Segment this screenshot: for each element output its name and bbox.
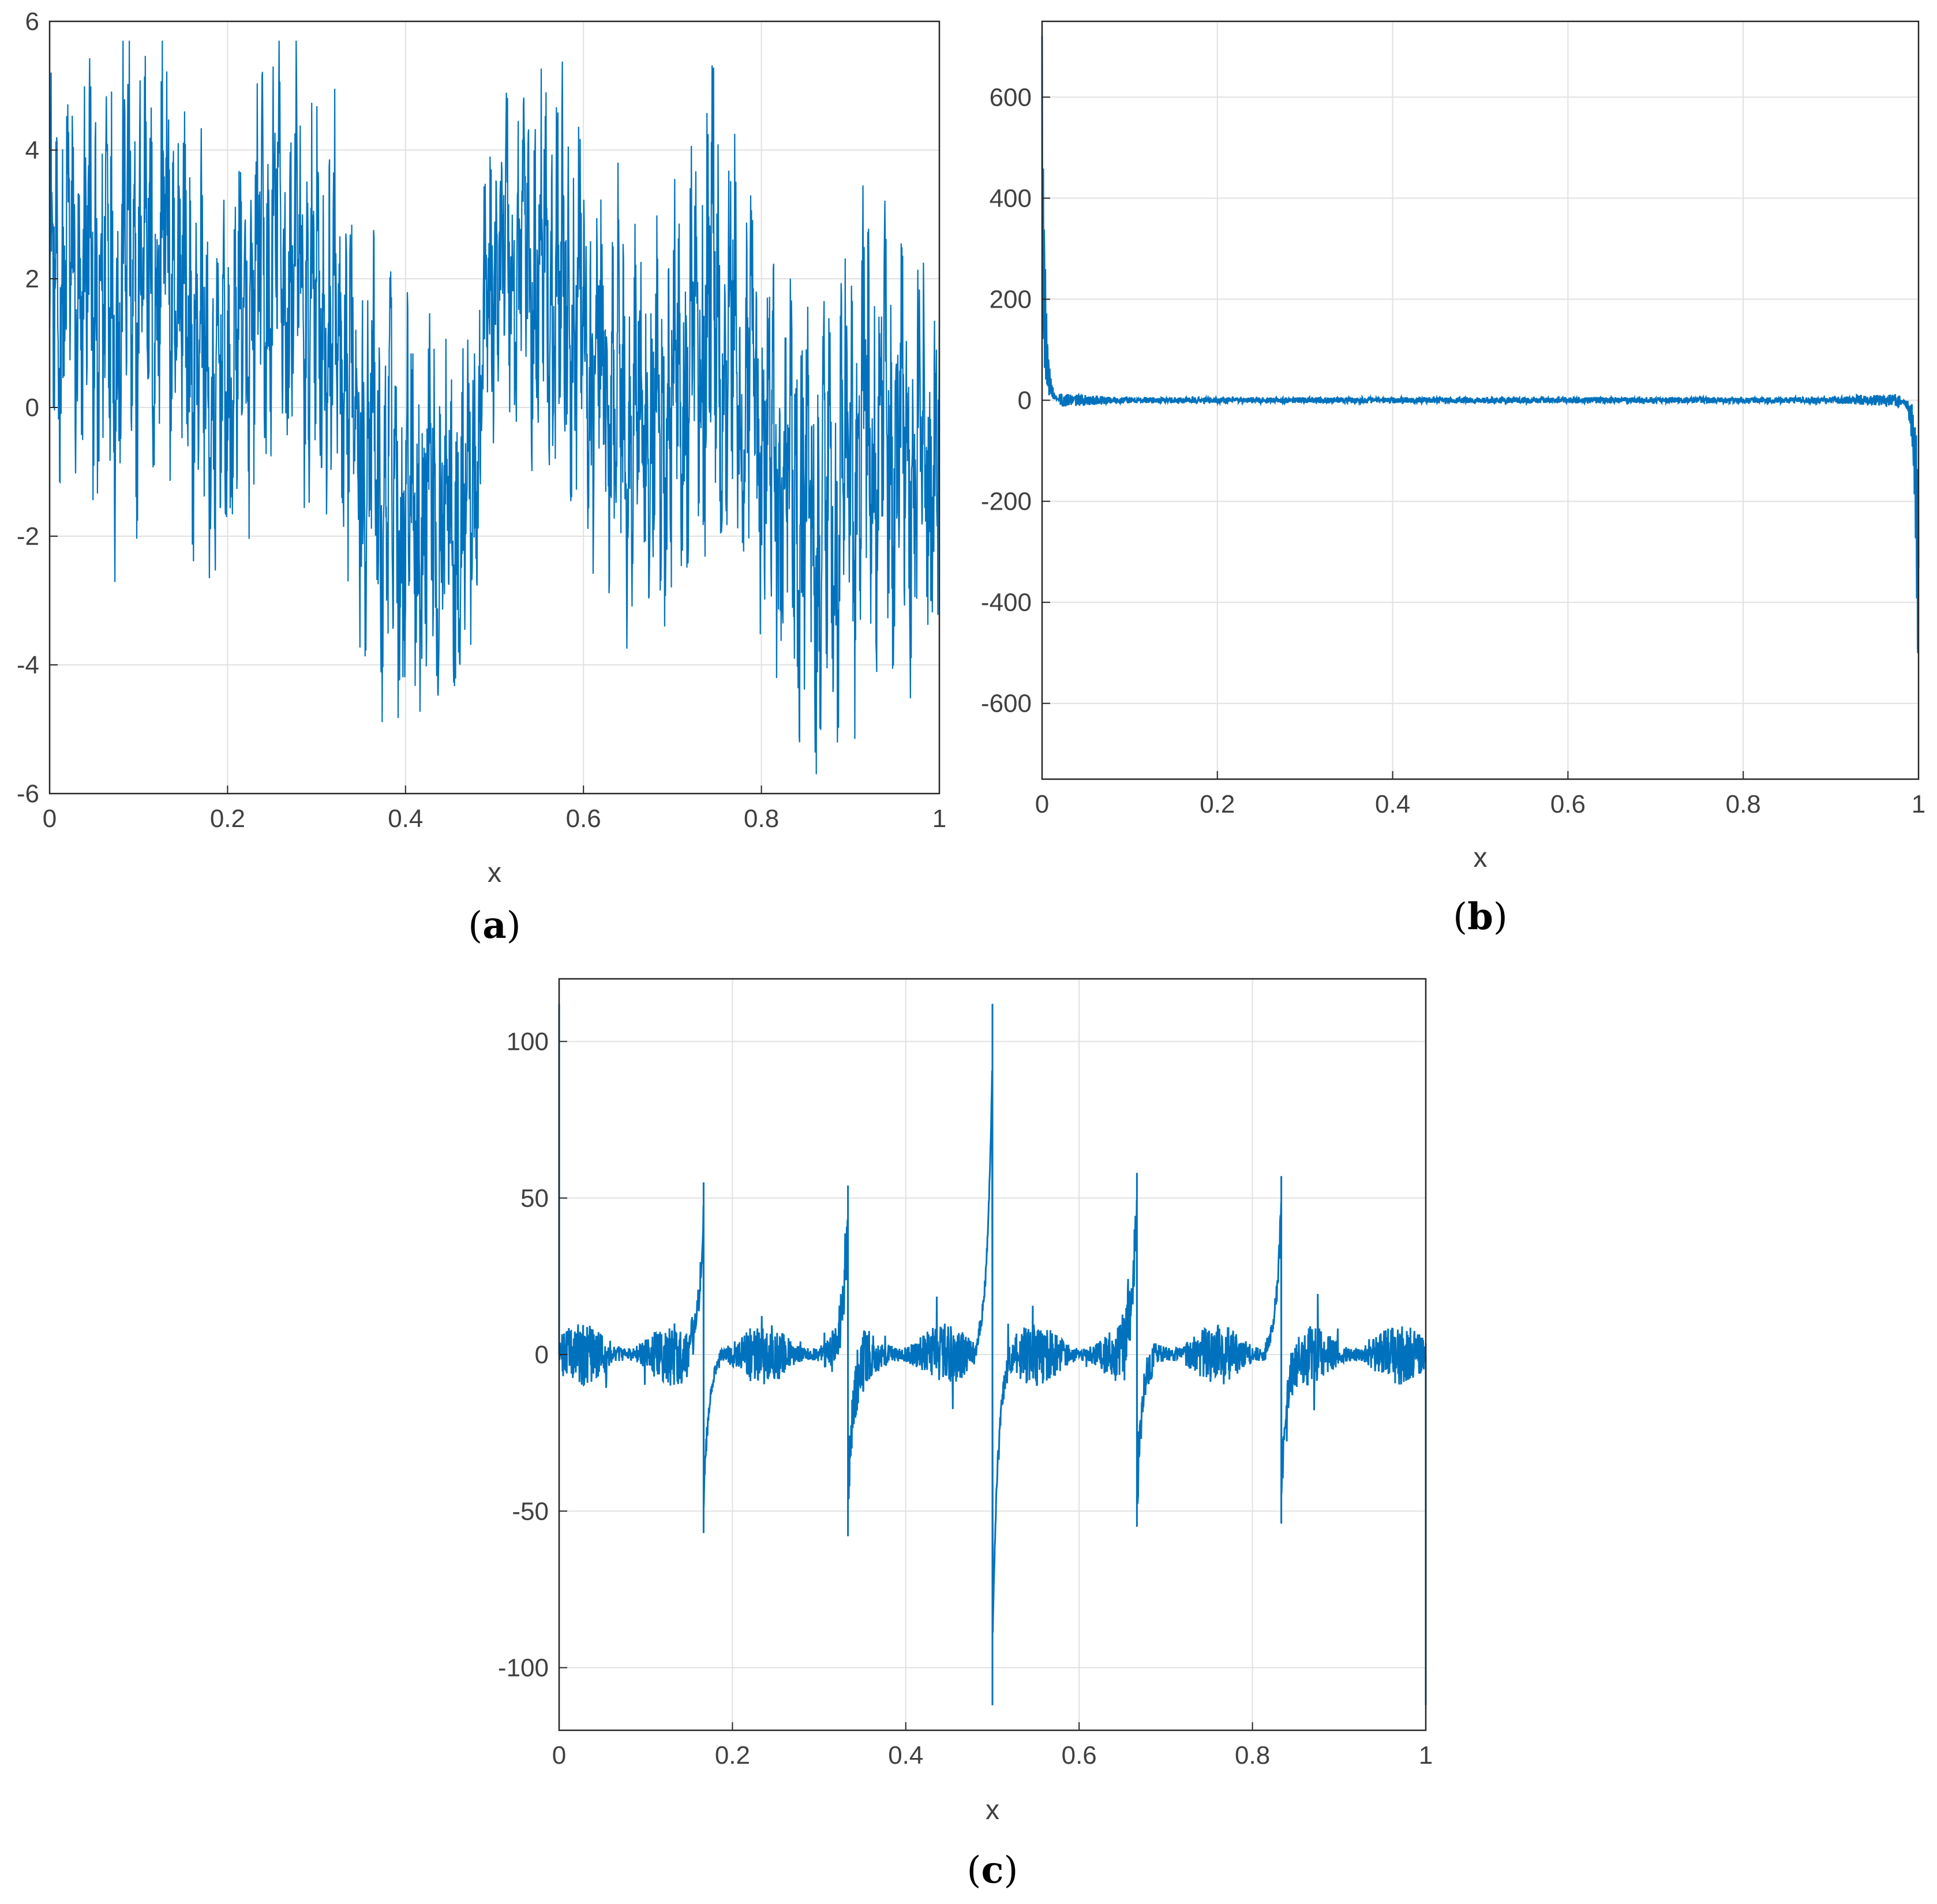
x-tick-label: 1 — [932, 805, 946, 833]
panel-a-label-letter: a — [482, 904, 506, 947]
panel-a-series-line — [48, 40, 941, 775]
x-tick-label: 0.6 — [566, 805, 601, 833]
y-tick-label: -4 — [17, 651, 39, 679]
y-tick-label: 400 — [990, 184, 1032, 212]
panel-a-label: (a) — [468, 904, 520, 947]
panel-c-series-line — [558, 1004, 1427, 1705]
y-tick-label: -100 — [498, 1654, 549, 1682]
panel-c-label: (c) — [967, 1849, 1018, 1892]
x-tick-label: 0.4 — [1375, 790, 1410, 818]
y-tick-label: 600 — [990, 83, 1032, 111]
panel-a: 0 0.2 0.4 0.6 0.8 1 -6 -4 -2 0 2 4 6 x (a) — [17, 8, 946, 947]
panel-b-y-tick-labels: -600 -400 -200 0 200 400 600 — [981, 83, 1050, 718]
x-tick-label: 0 — [43, 805, 57, 833]
x-tick-label: 1 — [1912, 790, 1925, 818]
panel-a-x-axis-label: x — [488, 858, 501, 888]
y-tick-label: 0 — [1018, 387, 1032, 415]
y-tick-label: -2 — [17, 522, 39, 551]
y-tick-label: 100 — [507, 1028, 549, 1056]
x-tick-label: 0.4 — [388, 805, 423, 833]
panel-c-x-axis-label: x — [986, 1795, 999, 1826]
y-tick-label: 0 — [535, 1341, 549, 1369]
x-tick-label: 0.8 — [1235, 1741, 1270, 1770]
x-tick-label: 0.8 — [744, 805, 779, 833]
panel-b-x-tick-labels: 0 0.2 0.4 0.6 0.8 1 — [1035, 771, 1925, 818]
y-tick-label: -6 — [17, 780, 39, 808]
y-tick-label: 50 — [520, 1184, 549, 1213]
panel-a-y-tick-labels: -6 -4 -2 0 2 4 6 — [17, 8, 58, 808]
panel-b-x-axis-label: x — [1474, 843, 1488, 873]
y-tick-label: -50 — [512, 1497, 549, 1525]
panel-b-label: (b) — [1453, 895, 1508, 938]
x-tick-label: 0.2 — [210, 805, 245, 833]
y-tick-label: 4 — [25, 136, 39, 164]
x-tick-label: 1 — [1419, 1741, 1433, 1770]
panel-c-label-letter: c — [981, 1849, 1004, 1892]
y-tick-label: -400 — [981, 589, 1032, 617]
x-tick-label: 0.6 — [1550, 790, 1586, 818]
y-tick-label: -600 — [981, 690, 1032, 718]
y-tick-label: 2 — [25, 265, 39, 293]
panel-a-x-tick-labels: 0 0.2 0.4 0.6 0.8 1 — [43, 785, 946, 833]
x-tick-label: 0.6 — [1062, 1741, 1097, 1770]
y-tick-label: 6 — [25, 8, 39, 36]
y-tick-label: 200 — [990, 285, 1032, 313]
panel-b-label-letter: b — [1467, 895, 1493, 938]
panel-c-x-tick-labels: 0 0.2 0.4 0.6 0.8 1 — [552, 1722, 1433, 1770]
y-tick-label: 0 — [25, 394, 39, 422]
x-tick-label: 0.2 — [715, 1741, 750, 1770]
x-tick-label: 0 — [1035, 790, 1049, 818]
panel-c-y-tick-labels: -100 -50 0 50 100 — [498, 1028, 567, 1682]
y-tick-label: -200 — [981, 488, 1032, 516]
x-tick-label: 0.2 — [1200, 790, 1235, 818]
x-tick-label: 0.8 — [1726, 790, 1761, 818]
x-tick-label: 0.4 — [888, 1741, 923, 1770]
x-tick-label: 0 — [552, 1741, 566, 1770]
panel-b-series-line — [1041, 36, 1920, 653]
panel-c: 0 0.2 0.4 0.6 0.8 1 -100 -50 0 50 100 x (c) — [498, 978, 1433, 1892]
